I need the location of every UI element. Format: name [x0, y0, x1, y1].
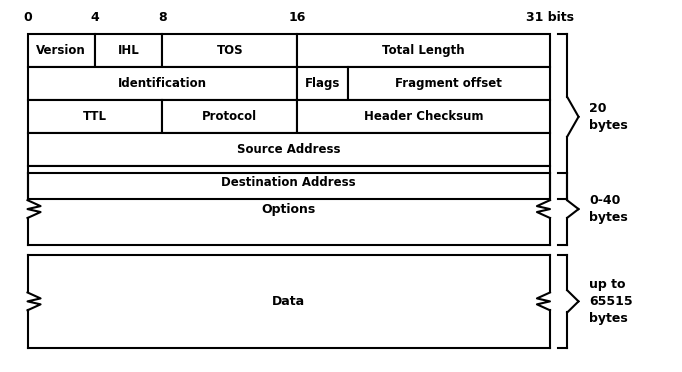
Bar [95, 34, 162, 67]
Text: Fragment offset: Fragment offset [396, 77, 503, 90]
Bar [27, 67, 297, 100]
Text: Identification: Identification [118, 77, 207, 90]
Bar [297, 67, 348, 100]
Bar [27, 34, 95, 67]
Bar [348, 67, 550, 100]
Text: Header Checksum: Header Checksum [364, 110, 484, 123]
Text: 4: 4 [91, 12, 100, 25]
Text: Total Length: Total Length [382, 44, 465, 57]
Text: Protocol: Protocol [202, 110, 257, 123]
Text: Data: Data [272, 295, 306, 308]
Text: up to
65515
bytes: up to 65515 bytes [589, 278, 633, 325]
Text: Destination Address: Destination Address [222, 176, 356, 189]
Bar [162, 34, 297, 67]
Text: 16: 16 [288, 12, 306, 25]
Text: Source Address: Source Address [237, 143, 340, 156]
Text: 0: 0 [23, 12, 32, 25]
Text: TOS: TOS [216, 44, 243, 57]
Bar [27, 100, 162, 133]
Bar [297, 34, 550, 67]
Text: Flags: Flags [305, 77, 340, 90]
Text: 31 bits: 31 bits [526, 12, 574, 25]
Bar [27, 166, 550, 199]
Text: 20
bytes: 20 bytes [589, 102, 627, 132]
Bar [27, 133, 550, 166]
Text: 0-40
bytes: 0-40 bytes [589, 194, 627, 224]
Text: 8: 8 [158, 12, 166, 25]
Text: TTL: TTL [83, 110, 107, 123]
Bar [162, 100, 297, 133]
Text: Options: Options [262, 203, 316, 216]
Bar [297, 100, 550, 133]
Text: Version: Version [36, 44, 86, 57]
Text: IHL: IHL [118, 44, 140, 57]
